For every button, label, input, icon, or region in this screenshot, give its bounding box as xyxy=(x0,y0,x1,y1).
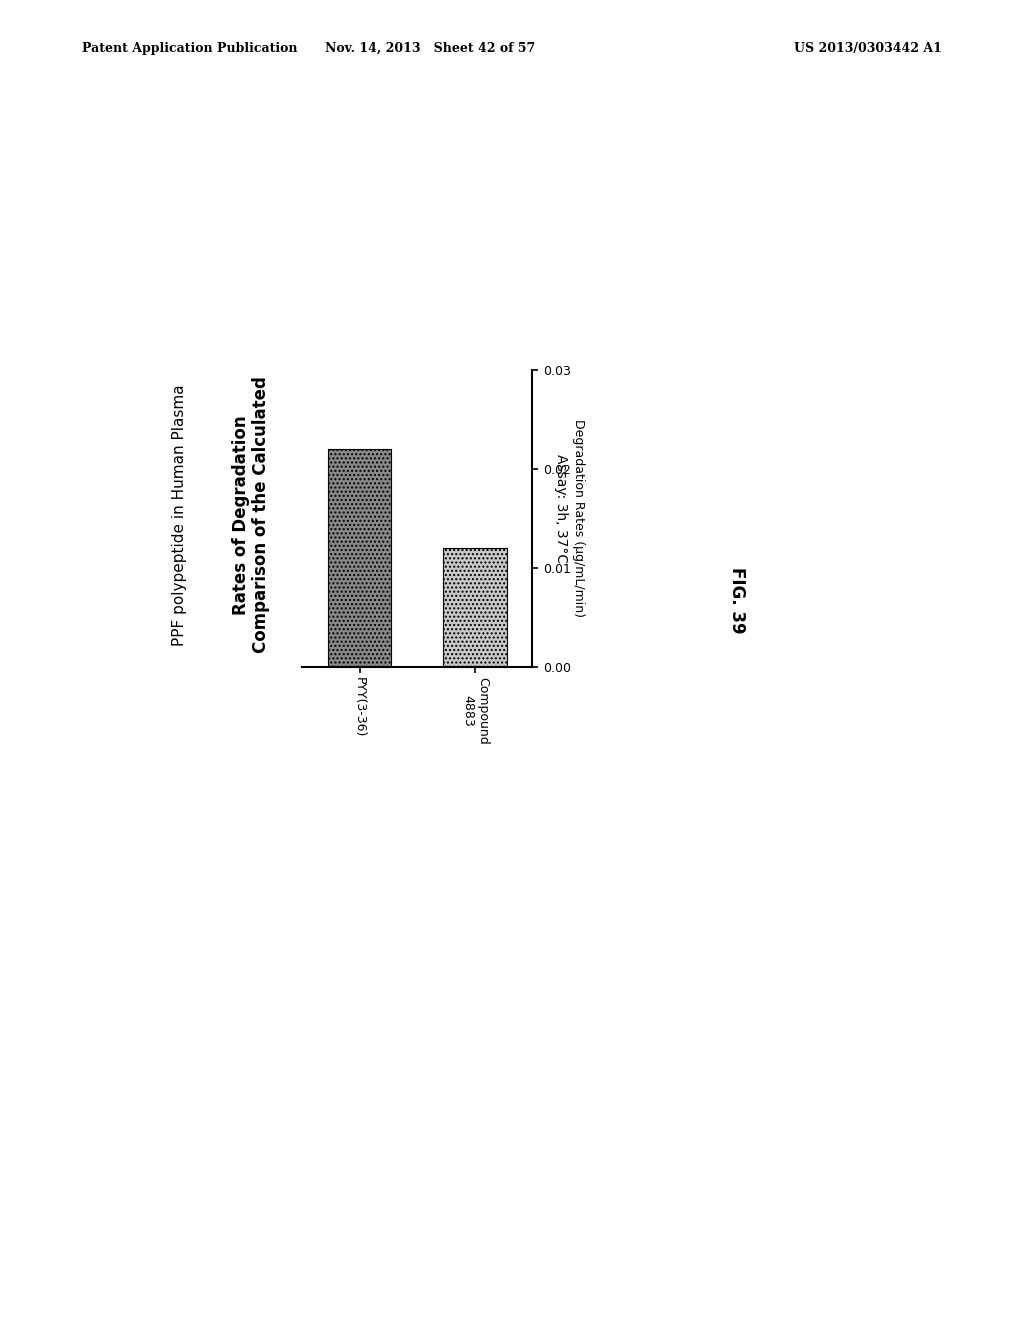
Text: FIG. 39: FIG. 39 xyxy=(728,568,746,634)
Text: Comparison of the Calculated: Comparison of the Calculated xyxy=(252,376,270,653)
Bar xyxy=(443,548,507,667)
Text: Assay: 3h, 37°C: Assay: 3h, 37°C xyxy=(554,454,568,562)
Text: Patent Application Publication: Patent Application Publication xyxy=(82,42,297,55)
Bar xyxy=(328,449,391,667)
Text: Rates of Degradation: Rates of Degradation xyxy=(231,414,250,615)
Text: PPF polypeptide in Human Plasma: PPF polypeptide in Human Plasma xyxy=(172,384,186,645)
Y-axis label: Degradation Rates (μg/mL/min): Degradation Rates (μg/mL/min) xyxy=(571,420,585,618)
Text: Nov. 14, 2013   Sheet 42 of 57: Nov. 14, 2013 Sheet 42 of 57 xyxy=(325,42,536,55)
Text: US 2013/0303442 A1: US 2013/0303442 A1 xyxy=(795,42,942,55)
